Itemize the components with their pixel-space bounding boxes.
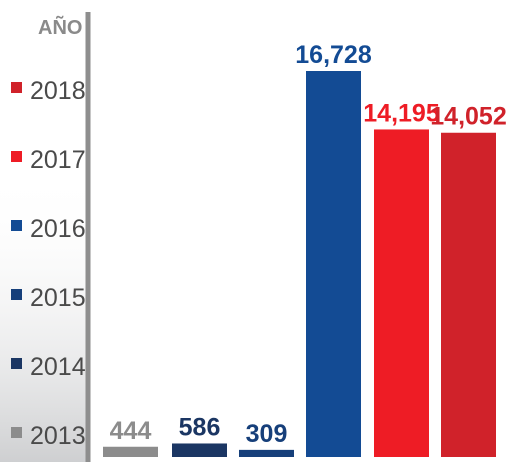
legend-label-2016: 2016 <box>30 215 86 243</box>
bar-2013 <box>103 446 158 457</box>
legend-swatch-2014 <box>11 358 22 369</box>
legend-panel-shade <box>0 170 86 462</box>
value-label-2017: 14,195 <box>363 99 440 127</box>
legend-label-2018: 2018 <box>30 77 86 105</box>
legend-label-2015: 2015 <box>30 284 86 312</box>
bar-2017 <box>374 129 429 457</box>
legend-swatch-2016 <box>11 220 22 231</box>
bars <box>103 71 496 458</box>
legend-label-2017: 2017 <box>30 146 86 174</box>
value-label-2013: 444 <box>110 417 152 445</box>
bar-2016 <box>306 71 361 457</box>
value-label-2018: 14,052 <box>430 103 506 131</box>
value-label-2014: 586 <box>179 413 221 441</box>
legend-label-2014: 2014 <box>30 353 86 381</box>
legend: 2018 2017 2016 2015 2014 2013 <box>11 77 86 450</box>
legend-swatch-2017 <box>11 151 22 162</box>
legend-swatch-2015 <box>11 289 22 300</box>
bar-2018 <box>441 132 496 458</box>
legend-title: AÑO <box>38 16 82 39</box>
bar-2015 <box>239 449 294 457</box>
legend-swatch-2013 <box>11 427 22 438</box>
legend-swatch-2018 <box>11 82 22 93</box>
bar-2014 <box>172 443 227 457</box>
value-label-2015: 309 <box>246 420 288 448</box>
legend-label-2013: 2013 <box>30 422 86 450</box>
value-label-2016: 16,728 <box>295 41 372 69</box>
